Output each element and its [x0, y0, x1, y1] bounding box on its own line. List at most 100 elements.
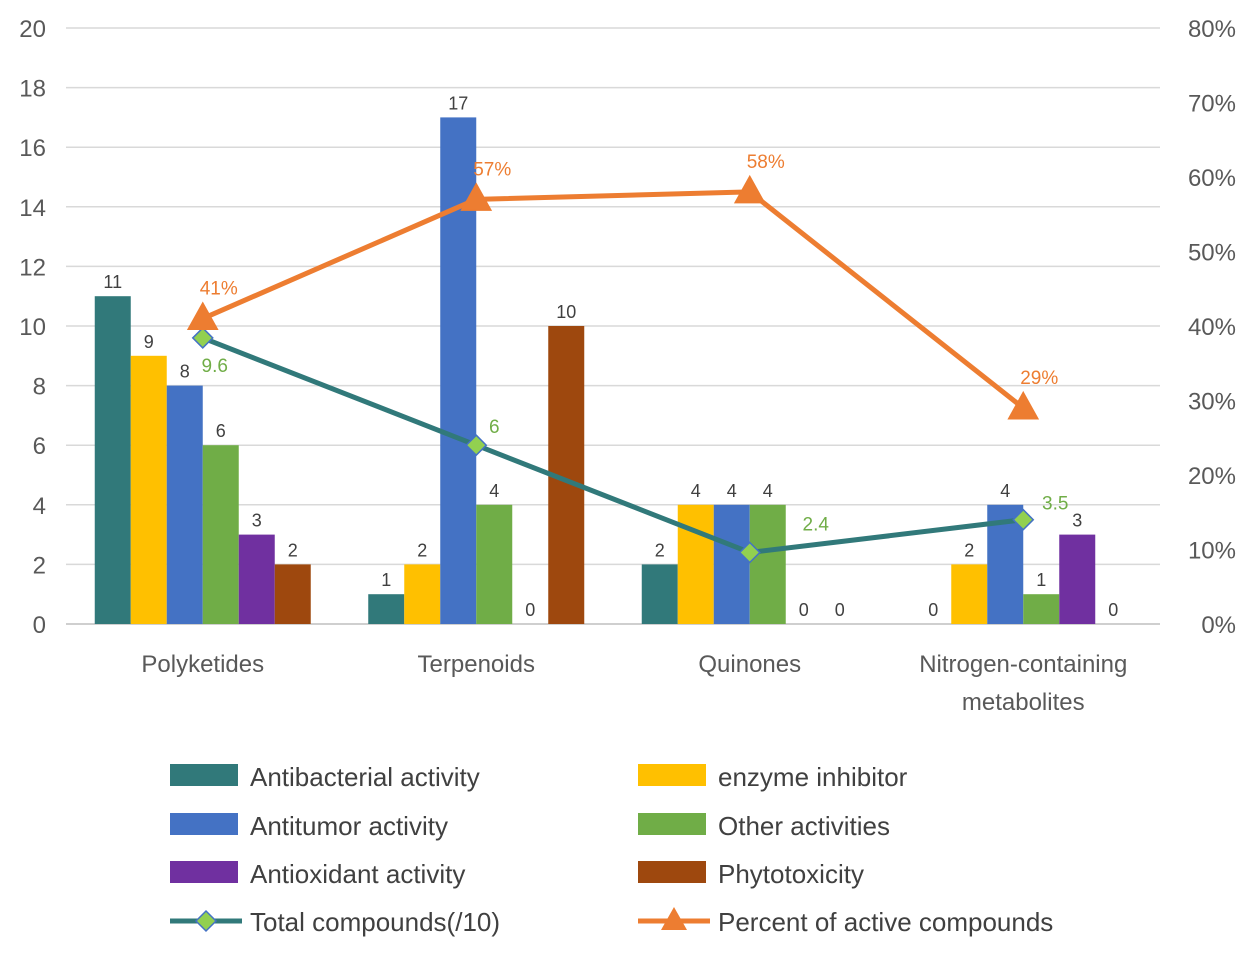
line-data-label: 6: [489, 417, 500, 438]
bar-enzyme-inhibitor: [404, 564, 441, 624]
bar-data-label: 0: [928, 600, 938, 620]
y-right-tick-label: 0%: [1201, 612, 1236, 639]
bar-data-label: 17: [448, 93, 468, 113]
y-right-tick-label: 20%: [1188, 463, 1236, 490]
legend-item-antitumor-activity: Antitumor activity: [170, 811, 448, 841]
bar-data-label: 0: [1108, 600, 1118, 620]
bar-antioxidant-activity: [238, 534, 275, 624]
bar-antibacterial-activity: [641, 564, 678, 624]
bar-data-label: 2: [417, 540, 427, 560]
bar-data-label: 4: [1000, 481, 1010, 501]
line-marker-triangle: [1007, 390, 1040, 420]
y-right-tick-label: 60%: [1188, 165, 1236, 192]
bar-data-label: 8: [180, 362, 190, 382]
y-axis-right-ticks: 0% 10% 20% 30% 40% 50% 60% 70% 80%: [1188, 16, 1236, 639]
bar-data-label: 0: [835, 600, 845, 620]
bar-enzyme-inhibitor: [951, 564, 988, 624]
y-left-tick-label: 0: [33, 612, 46, 639]
line-data-label: 58%: [747, 152, 785, 173]
legend-label: enzyme inhibitor: [718, 762, 908, 792]
legend-marker-triangle: [661, 907, 687, 930]
bar-series: [94, 117, 1096, 625]
line-data-label: 29%: [1020, 368, 1058, 389]
y-left-tick-label: 18: [19, 76, 46, 103]
legend-label: Phytotoxicity: [718, 859, 864, 889]
x-axis-category-labels: Polyketides Terpenoids Quinones Nitrogen-co…: [141, 651, 1127, 716]
legend-item-antioxidant-activity: Antioxidant activity: [170, 859, 465, 889]
y-right-tick-label: 80%: [1188, 16, 1236, 43]
bar-antibacterial-activity: [368, 594, 405, 624]
legend-swatch: [170, 764, 238, 786]
legend-marker-diamond: [194, 909, 218, 933]
line-marker-triangle: [186, 301, 219, 331]
bar-data-label: 2: [964, 540, 974, 560]
y-left-tick-label: 14: [19, 195, 46, 222]
legend-item-percent-of-active-compounds: Percent of active compounds: [638, 907, 1053, 937]
bar-data-label: 4: [727, 481, 737, 501]
y-left-tick-label: 4: [33, 493, 46, 520]
line-data-label: 57%: [473, 159, 511, 180]
bar-data-label: 0: [525, 600, 535, 620]
bar-antitumor-activity: [713, 504, 750, 624]
bar-data-label: 11: [103, 272, 122, 292]
category-label: metabolites: [962, 689, 1085, 716]
legend-swatch: [170, 861, 238, 883]
y-left-tick-label: 8: [33, 374, 46, 401]
bar-data-label: 10: [556, 302, 576, 322]
bar-enzyme-inhibitor: [130, 355, 167, 624]
line-marker-triangle: [733, 174, 766, 204]
bar-data-label: 1: [1036, 570, 1046, 590]
legend-swatch: [638, 861, 706, 883]
y-left-tick-label: 6: [33, 433, 46, 460]
bar-antibacterial-activity: [94, 296, 131, 624]
y-left-tick-label: 20: [19, 16, 46, 43]
category-label: Nitrogen-containing: [919, 651, 1127, 678]
line-data-label: 41%: [200, 279, 238, 300]
category-label: Terpenoids: [418, 651, 535, 678]
bar-antitumor-activity: [166, 385, 203, 624]
bar-data-label: 3: [1072, 511, 1082, 531]
bar-data-label: 2: [288, 540, 298, 560]
legend-item-antibacterial-activity: Antibacterial activity: [170, 762, 480, 792]
legend-swatch: [638, 764, 706, 786]
legend-item-other-activities: Other activities: [638, 811, 890, 841]
bar-data-label: 2: [655, 540, 665, 560]
bar-data-label: 6: [216, 421, 226, 441]
legend-label: Antibacterial activity: [250, 762, 480, 792]
y-right-tick-label: 40%: [1188, 314, 1236, 341]
y-right-tick-label: 10%: [1188, 538, 1236, 565]
legend-label: Antioxidant activity: [250, 859, 465, 889]
legend-swatch: [638, 813, 706, 835]
bar-phytotoxicity: [274, 564, 311, 624]
line-data-label: 2.4: [803, 514, 830, 535]
line-total-compounds-10: [201, 335, 1024, 555]
legend-label: Percent of active compounds: [718, 907, 1053, 937]
y-left-tick-label: 16: [19, 135, 46, 162]
y-left-tick-label: 10: [19, 314, 46, 341]
legend: Antibacterial activity enzyme inhibitor An…: [170, 762, 1053, 937]
legend-item-total-compounds-10: Total compounds(/10): [170, 907, 500, 937]
bar-enzyme-inhibitor: [677, 504, 714, 624]
line-marker-diamond: [738, 541, 761, 564]
bar-other-activities: [476, 504, 513, 624]
legend-swatch: [170, 813, 238, 835]
bar-data-label: 3: [252, 511, 262, 531]
bar-other-activities: [749, 504, 786, 624]
line-data-label: 9.6: [202, 356, 228, 377]
line-data-label: 3.5: [1042, 494, 1068, 515]
y-left-tick-label: 2: [33, 552, 46, 579]
line-marker-triangle: [460, 182, 493, 211]
legend-item-phytotoxicity: Phytotoxicity: [638, 859, 864, 889]
category-label: Quinones: [698, 651, 801, 678]
line-marker-diamond: [1012, 508, 1035, 531]
line-series: 9.6 6 2.4 3.5 41% 57% 58% 29%: [186, 152, 1068, 564]
line-percent-of-active-compounds: [201, 189, 1025, 410]
bar-data-label: 1: [381, 570, 391, 590]
bar-data-label: 4: [763, 481, 773, 501]
y-right-tick-label: 30%: [1188, 389, 1236, 416]
category-label: Polyketides: [141, 651, 264, 678]
bar-other-activities: [1023, 594, 1060, 624]
y-right-tick-label: 50%: [1188, 240, 1236, 267]
